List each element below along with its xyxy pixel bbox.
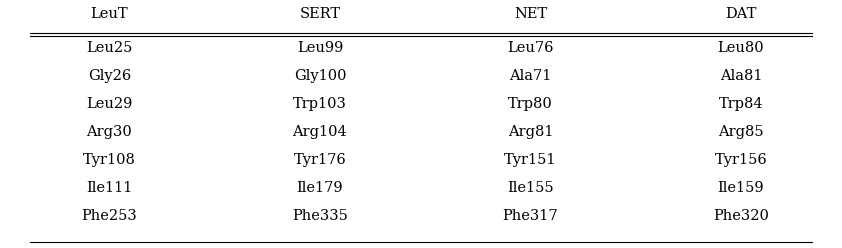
Text: Leu80: Leu80	[717, 41, 765, 55]
Text: Tyr176: Tyr176	[294, 153, 346, 167]
Text: Phe253: Phe253	[82, 209, 137, 223]
Text: Phe335: Phe335	[292, 209, 348, 223]
Text: NET: NET	[514, 7, 547, 21]
Text: Trp84: Trp84	[719, 97, 763, 111]
Text: Phe317: Phe317	[503, 209, 558, 223]
Text: Tyr156: Tyr156	[715, 153, 767, 167]
Text: Leu99: Leu99	[296, 41, 344, 55]
Text: Ile179: Ile179	[296, 181, 344, 195]
Text: Arg81: Arg81	[508, 125, 553, 139]
Text: Ile159: Ile159	[717, 181, 765, 195]
Text: Leu29: Leu29	[86, 97, 133, 111]
Text: Gly100: Gly100	[294, 69, 346, 83]
Text: Arg30: Arg30	[87, 125, 132, 139]
Text: DAT: DAT	[725, 7, 757, 21]
Text: Phe320: Phe320	[713, 209, 769, 223]
Text: SERT: SERT	[300, 7, 340, 21]
Text: Trp103: Trp103	[293, 97, 347, 111]
Text: Tyr151: Tyr151	[504, 153, 557, 167]
Text: Leu76: Leu76	[507, 41, 554, 55]
Text: Gly26: Gly26	[88, 69, 131, 83]
Text: Trp80: Trp80	[508, 97, 553, 111]
Text: Arg85: Arg85	[718, 125, 764, 139]
Text: Ile155: Ile155	[507, 181, 554, 195]
Text: Ala71: Ala71	[509, 69, 552, 83]
Text: Ile111: Ile111	[86, 181, 133, 195]
Text: Arg104: Arg104	[292, 125, 348, 139]
Text: Tyr108: Tyr108	[83, 153, 136, 167]
Text: Leu25: Leu25	[86, 41, 133, 55]
Text: LeuT: LeuT	[91, 7, 128, 21]
Text: Ala81: Ala81	[720, 69, 762, 83]
